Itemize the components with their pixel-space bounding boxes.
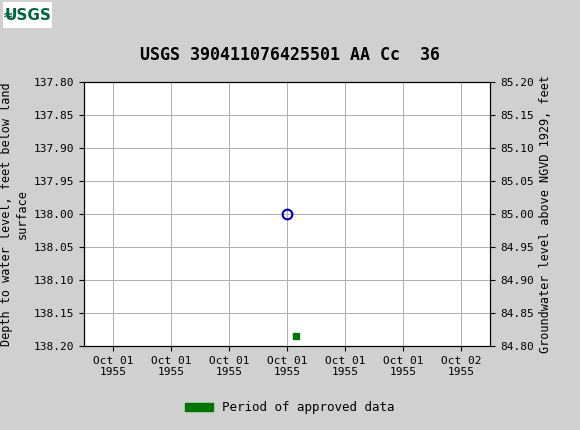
- Y-axis label: Groundwater level above NGVD 1929, feet: Groundwater level above NGVD 1929, feet: [539, 75, 552, 353]
- Legend: Period of approved data: Period of approved data: [180, 396, 400, 419]
- Text: USGS: USGS: [5, 8, 52, 23]
- Text: USGS 390411076425501 AA Cc  36: USGS 390411076425501 AA Cc 36: [140, 46, 440, 64]
- FancyBboxPatch shape: [3, 3, 52, 28]
- Text: ≈: ≈: [2, 9, 13, 22]
- Y-axis label: Depth to water level, feet below land
surface: Depth to water level, feet below land su…: [1, 82, 28, 346]
